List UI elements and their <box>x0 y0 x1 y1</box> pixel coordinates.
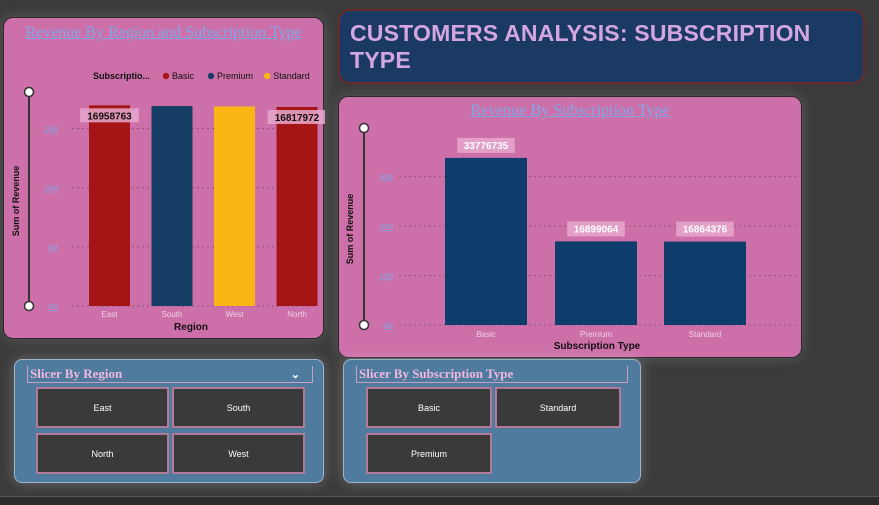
bar-south <box>151 106 193 306</box>
region-option-north[interactable]: North <box>36 433 169 474</box>
region-slicer-title: Slicer By Region ⌄ <box>27 366 313 383</box>
data-label: 16864376 <box>683 225 728 236</box>
y-tick-label: 10M <box>379 274 393 281</box>
legend-label-premium: Premium <box>217 71 253 81</box>
data-label-bg <box>567 221 625 237</box>
subscription-slicer-title: Slicer By Subscription Type <box>356 366 628 383</box>
bottom-scrollbar[interactable] <box>0 496 879 505</box>
y-tick-label: 0M <box>48 304 58 311</box>
chevron-down-icon[interactable]: ⌄ <box>290 369 300 381</box>
data-label: 16817972 <box>275 113 320 124</box>
region-slicer-title-text: Slicer By Region <box>30 366 123 381</box>
slider-handle-bottom <box>23 300 35 312</box>
region-option-west[interactable]: West <box>172 433 305 474</box>
region-slicer[interactable]: Slicer By Region ⌄ East South North West <box>14 359 324 483</box>
x-axis-label: Region <box>174 322 208 333</box>
data-label-bg <box>676 221 734 237</box>
x-tick-label: South <box>162 310 183 319</box>
region-option-south[interactable]: South <box>172 387 305 428</box>
data-label: 16899064 <box>574 224 619 235</box>
legend-title: Subscriptio... <box>93 71 150 81</box>
slider-handle-top <box>358 122 370 134</box>
bar-premium <box>555 241 637 325</box>
legend-swatch-standard <box>264 72 271 80</box>
legend-label-basic: Basic <box>172 71 195 81</box>
subscription-option-standard[interactable]: Standard <box>495 387 621 428</box>
dashboard-title: CUSTOMERS ANALYSIS: SUBSCRIPTION TYPE <box>350 20 811 73</box>
y-tick-label: 15M <box>44 127 58 134</box>
slider-handle-bottom <box>358 319 370 331</box>
data-label-bg <box>267 109 325 124</box>
subscription-chart-title: Revenue By Subscription Type <box>470 102 670 119</box>
bar-west <box>214 106 255 306</box>
subscription-slicer-title-text: Slicer By Subscription Type <box>359 366 514 381</box>
dashboard-header: CUSTOMERS ANALYSIS: SUBSCRIPTION TYPE <box>338 9 865 84</box>
x-tick-label: West <box>225 310 244 319</box>
subscription-option-premium[interactable]: Premium <box>366 433 492 474</box>
x-tick-label: Standard <box>689 330 721 339</box>
y-tick-label: 20M <box>379 224 393 231</box>
x-tick-label: Basic <box>476 330 496 339</box>
legend-swatch-basic <box>162 72 170 80</box>
y-tick-label: 30M <box>379 175 393 182</box>
bar-standard <box>664 241 746 325</box>
bar-east <box>89 105 130 306</box>
data-label: 33776735 <box>464 141 509 152</box>
x-tick-label: North <box>287 310 307 319</box>
slider-handle-top <box>23 86 35 98</box>
y-tick-label: 5M <box>48 245 58 252</box>
x-tick-label: Premium <box>580 330 612 339</box>
legend-label-standard: Standard <box>273 71 310 81</box>
subscription-chart: 0M 10M 20M 30M Sum of Revenue 33776735 Basic 16… <box>345 122 797 352</box>
y-tick-label: 10M <box>44 186 58 193</box>
data-label: 16958763 <box>87 111 132 122</box>
subscription-chart-card[interactable]: Revenue By Subscription Type 0M 10M 20M 30M… <box>338 96 802 358</box>
data-label-bg <box>80 108 139 123</box>
legend-swatch-premium <box>207 72 215 80</box>
region-chart-card[interactable]: Revenue By Region and Subscription Type … <box>3 17 325 339</box>
subscription-slicer[interactable]: Slicer By Subscription Type Basic Standa… <box>343 359 641 483</box>
x-axis-label: Subscription Type <box>554 341 641 352</box>
y-axis-label: Sum of Revenue <box>11 166 21 237</box>
data-label-bg <box>457 137 515 153</box>
subscription-option-basic[interactable]: Basic <box>366 387 492 428</box>
x-tick-label: East <box>101 310 118 319</box>
y-axis-label: Sum of Revenue <box>345 194 355 265</box>
y-tick-label: 0M <box>383 323 393 330</box>
region-chart-title: Revenue By Region and Subscription Type <box>25 24 302 41</box>
bar-north <box>276 106 318 306</box>
region-option-east[interactable]: East <box>36 387 169 428</box>
bar-basic <box>445 157 527 325</box>
region-chart: Subscriptio... Basic Premium Standard 0M 5M 10… <box>11 71 325 333</box>
